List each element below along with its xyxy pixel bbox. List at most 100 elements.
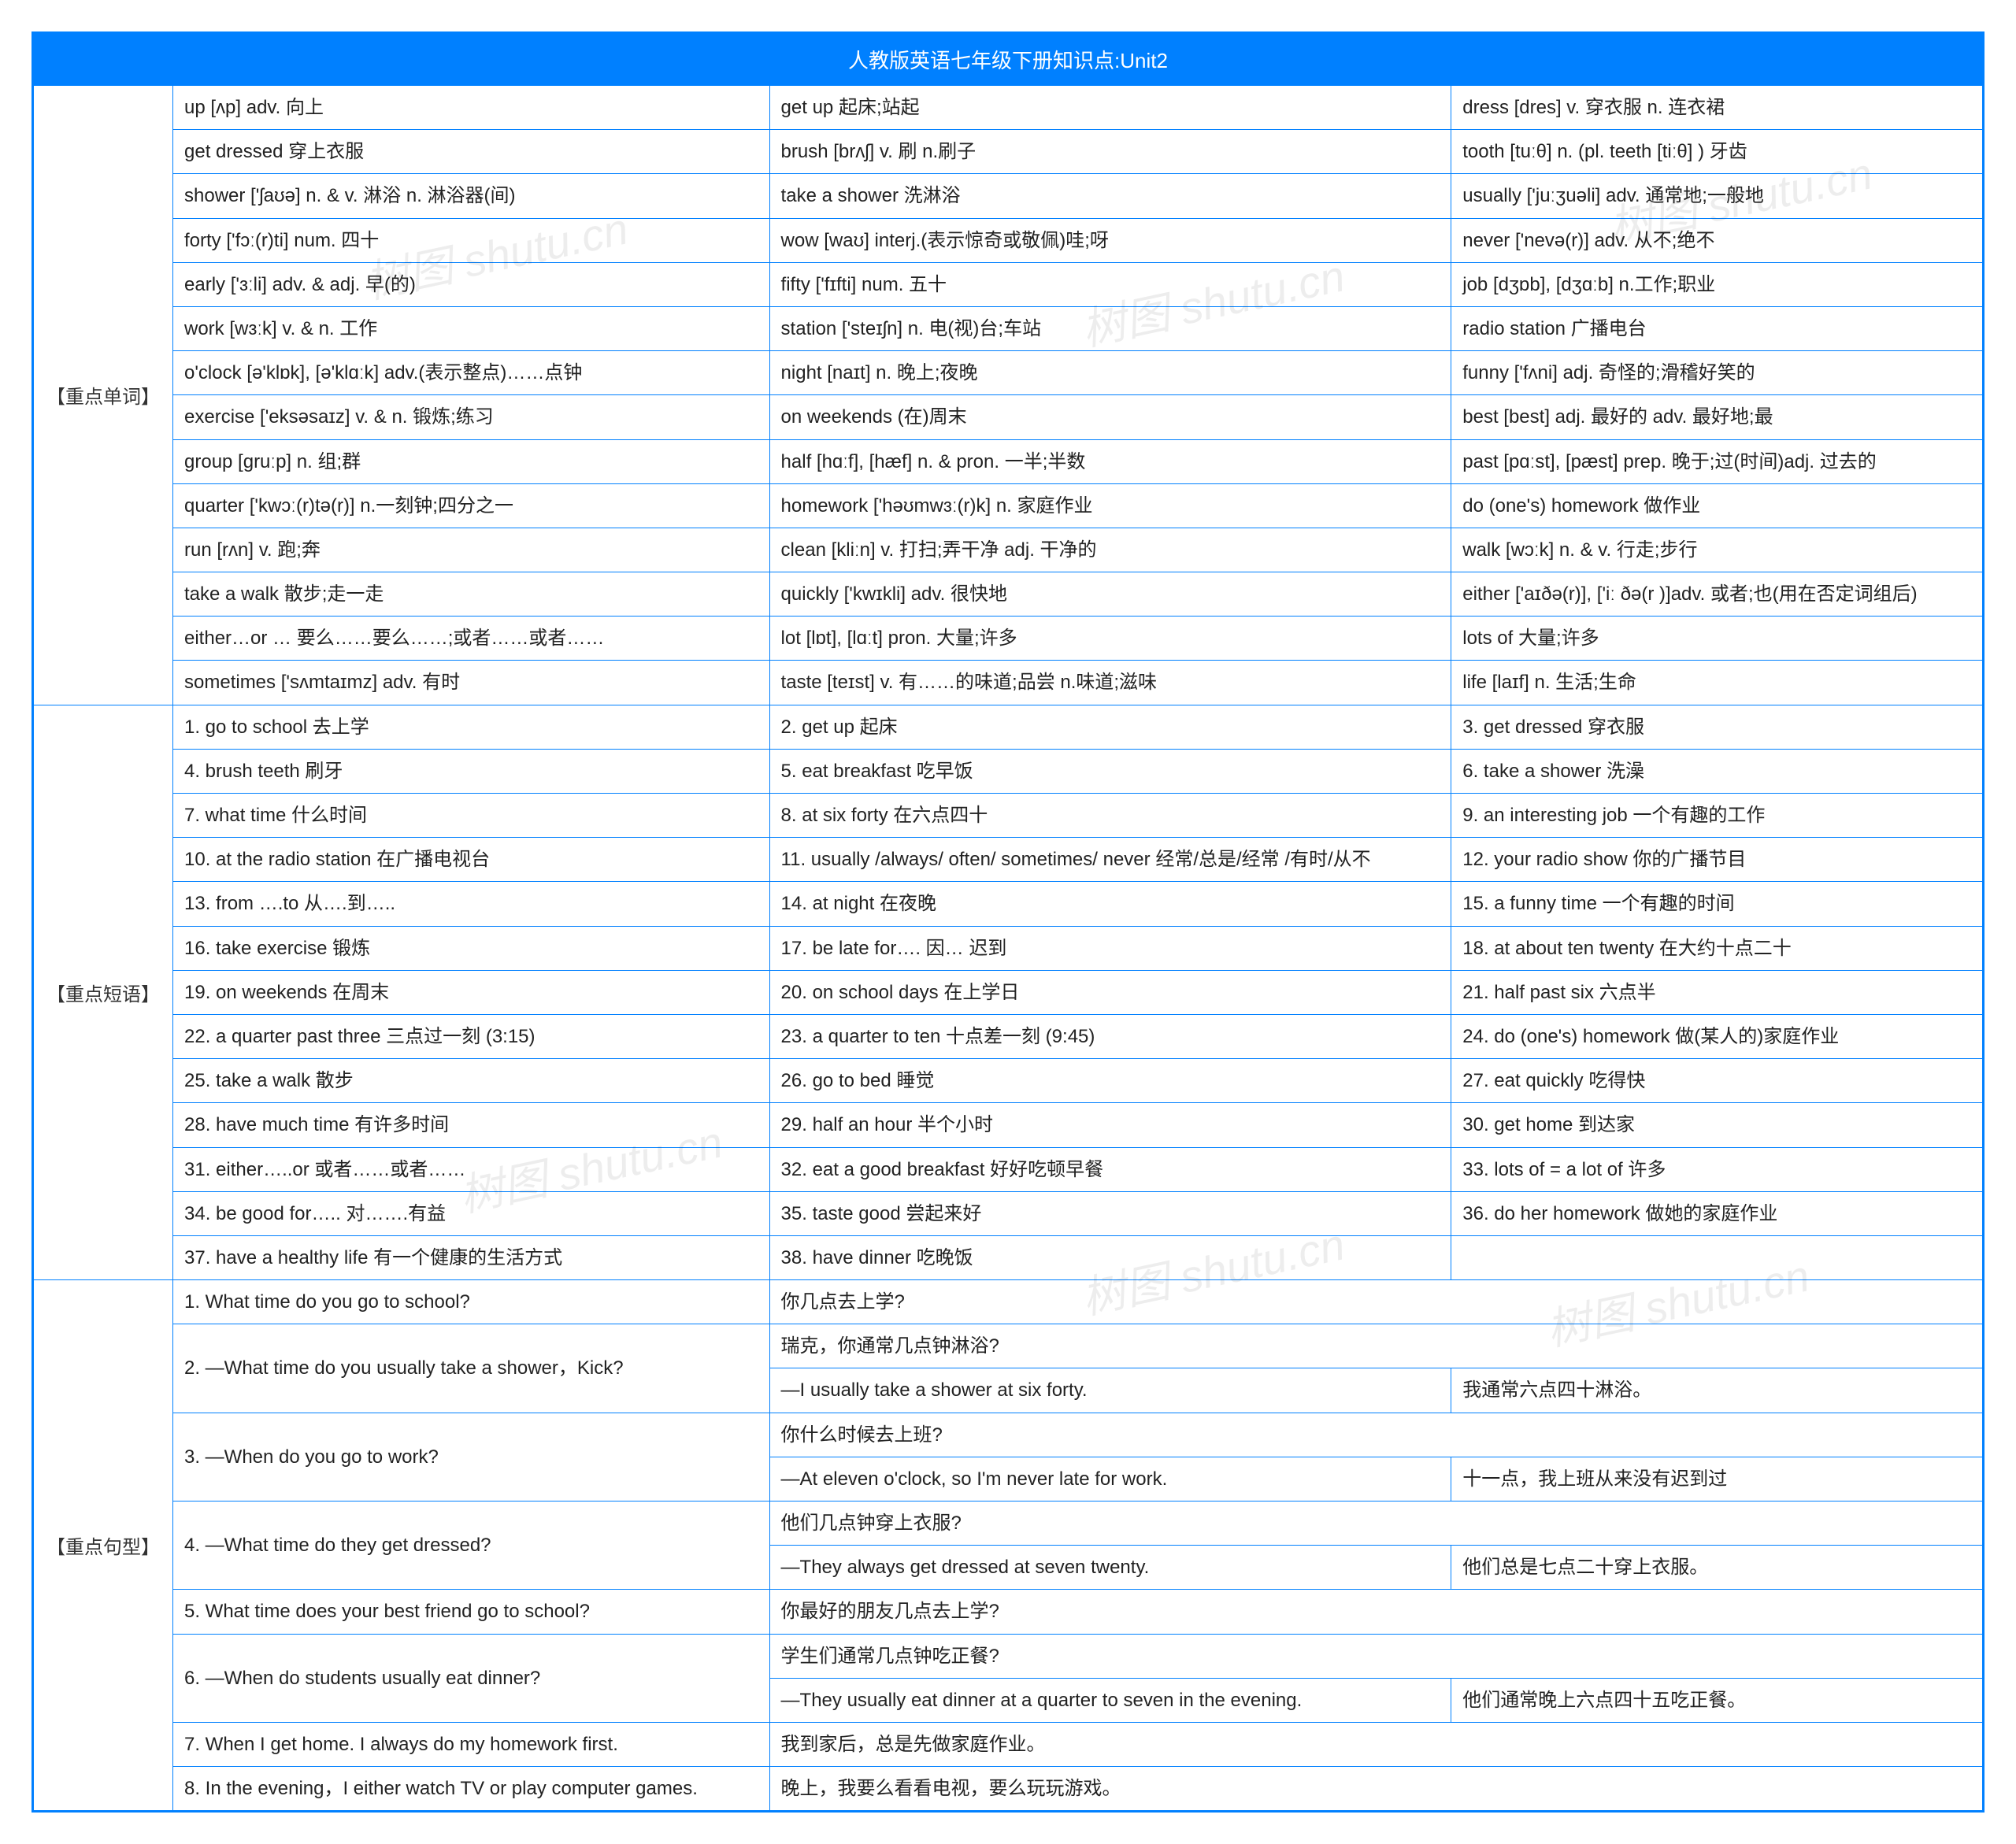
section-label: 【重点短语】 [33, 705, 173, 1279]
content-cell: 17. be late for…. 因… 迟到 [769, 926, 1451, 970]
content-cell: station ['steɪʃn] n. 电(视)台;车站 [769, 306, 1451, 350]
content-cell: take a walk 散步;走一走 [173, 572, 770, 617]
sentence-mid: —I usually take a shower at six forty. [769, 1368, 1451, 1413]
sentence-mid: 你最好的朋友几点去上学? [769, 1590, 1983, 1634]
table-row: 6. —When do students usually eat dinner?… [33, 1634, 1984, 1678]
table-row: 4. —What time do they get dressed?他们几点钟穿… [33, 1501, 1984, 1546]
content-cell: get dressed 穿上衣服 [173, 130, 770, 174]
content-cell: 18. at about ten twenty 在大约十点二十 [1451, 926, 1984, 970]
content-cell: best [best] adj. 最好的 adv. 最好地;最 [1451, 395, 1984, 439]
content-cell: 29. half an hour 半个小时 [769, 1103, 1451, 1147]
sentence-mid: —They always get dressed at seven twenty… [769, 1546, 1451, 1590]
content-cell: 38. have dinner 吃晚饭 [769, 1235, 1451, 1279]
content-cell: 12. your radio show 你的广播节目 [1451, 838, 1984, 882]
table-row: take a walk 散步;走一走quickly ['kwɪkli] adv.… [33, 572, 1984, 617]
content-cell: homework ['həʊmwɜː(r)k] n. 家庭作业 [769, 483, 1451, 528]
content-cell: 31. either…..or 或者……或者…… [173, 1147, 770, 1191]
content-cell: work [wɜːk] v. & n. 工作 [173, 306, 770, 350]
content-cell: 32. eat a good breakfast 好好吃顿早餐 [769, 1147, 1451, 1191]
content-cell: 6. take a shower 洗澡 [1451, 749, 1984, 793]
content-cell: o'clock [ə'klɒk], [ə'klɑːk] adv.(表示整点)……… [173, 351, 770, 395]
title-cell: 人教版英语七年级下册知识点:Unit2 [33, 33, 1984, 86]
content-cell: 28. have much time 有许多时间 [173, 1103, 770, 1147]
content-cell: job [dʒɒb], [dʒɑːb] n.工作;职业 [1451, 262, 1984, 306]
sentence-mid: —They usually eat dinner at a quarter to… [769, 1678, 1451, 1722]
table-row: 5. What time does your best friend go to… [33, 1590, 1984, 1634]
table-row: o'clock [ə'klɒk], [ə'klɑːk] adv.(表示整点)……… [33, 351, 1984, 395]
table-row: sometimes ['sʌmtaɪmz] adv. 有时taste [teɪs… [33, 661, 1984, 705]
table-row: 【重点句型】1. What time do you go to school?你… [33, 1280, 1984, 1324]
table-row: 2. —What time do you usually take a show… [33, 1324, 1984, 1368]
table-row: 28. have much time 有许多时间29. half an hour… [33, 1103, 1984, 1147]
content-cell: 35. taste good 尝起来好 [769, 1191, 1451, 1235]
content-cell: walk [wɔːk] n. & v. 行走;步行 [1451, 528, 1984, 572]
sentence-left: 6. —When do students usually eat dinner? [173, 1634, 770, 1722]
content-cell: 7. what time 什么时间 [173, 794, 770, 838]
content-cell: 14. at night 在夜晚 [769, 882, 1451, 926]
content-cell: 37. have a healthy life 有一个健康的生活方式 [173, 1235, 770, 1279]
content-cell: 13. from ….to 从….到….. [173, 882, 770, 926]
content-cell: either…or … 要么……要么……;或者……或者…… [173, 617, 770, 661]
content-cell: tooth [tuːθ] n. (pl. teeth [tiːθ] ) 牙齿 [1451, 130, 1984, 174]
content-cell: 15. a funny time 一个有趣的时间 [1451, 882, 1984, 926]
content-cell: life [laɪf] n. 生活;生命 [1451, 661, 1984, 705]
sentence-left: 7. When I get home. I always do my homew… [173, 1722, 770, 1766]
content-cell: dress [dres] v. 穿衣服 n. 连衣裙 [1451, 86, 1984, 130]
content-cell: forty ['fɔː(r)ti] num. 四十 [173, 218, 770, 262]
table-row: 34. be good for….. 对…….有益35. taste good … [33, 1191, 1984, 1235]
content-cell: 3. get dressed 穿衣服 [1451, 705, 1984, 749]
content-cell: run [rʌn] v. 跑;奔 [173, 528, 770, 572]
content-cell: 33. lots of = a lot of 许多 [1451, 1147, 1984, 1191]
content-cell: 21. half past six 六点半 [1451, 970, 1984, 1014]
content-cell: shower ['ʃaʊə] n. & v. 淋浴 n. 淋浴器(间) [173, 174, 770, 218]
content-cell: take a shower 洗淋浴 [769, 174, 1451, 218]
content-cell: never ['nevə(r)] adv. 从不;绝不 [1451, 218, 1984, 262]
content-cell: early ['ɜːli] adv. & adj. 早(的) [173, 262, 770, 306]
study-table: 人教版英语七年级下册知识点:Unit2【重点单词】up [ʌp] adv. 向上… [32, 31, 1984, 1813]
content-cell: 30. get home 到达家 [1451, 1103, 1984, 1147]
table-row: 【重点单词】up [ʌp] adv. 向上get up 起床;站起dress [… [33, 86, 1984, 130]
table-row: 16. take exercise 锻炼17. be late for…. 因…… [33, 926, 1984, 970]
table-row: exercise ['eksəsaɪz] v. & n. 锻炼;练习on wee… [33, 395, 1984, 439]
content-cell: funny ['fʌni] adj. 奇怪的;滑稽好笑的 [1451, 351, 1984, 395]
table-row: 25. take a walk 散步26. go to bed 睡觉27. ea… [33, 1059, 1984, 1103]
sentence-mid: 你几点去上学? [769, 1280, 1983, 1324]
content-cell: usually ['juːʒuəli] adv. 通常地;一般地 [1451, 174, 1984, 218]
sentence-mid: —At eleven o'clock, so I'm never late fo… [769, 1457, 1451, 1501]
content-cell: 23. a quarter to ten 十点差一刻 (9:45) [769, 1014, 1451, 1058]
content-cell: 1. go to school 去上学 [173, 705, 770, 749]
content-cell: quickly ['kwɪkli] adv. 很快地 [769, 572, 1451, 617]
content-cell: 24. do (one's) homework 做(某人的)家庭作业 [1451, 1014, 1984, 1058]
sentence-left: 1. What time do you go to school? [173, 1280, 770, 1324]
sentence-right: 他们通常晚上六点四十五吃正餐。 [1451, 1678, 1984, 1722]
sentence-left: 5. What time does your best friend go to… [173, 1590, 770, 1634]
content-cell: lots of 大量;许多 [1451, 617, 1984, 661]
content-cell: 11. usually /always/ often/ sometimes/ n… [769, 838, 1451, 882]
content-cell: 16. take exercise 锻炼 [173, 926, 770, 970]
table-row: 4. brush teeth 刷牙5. eat breakfast 吃早饭6. … [33, 749, 1984, 793]
table-row: 10. at the radio station 在广播电视台11. usual… [33, 838, 1984, 882]
content-cell: 10. at the radio station 在广播电视台 [173, 838, 770, 882]
sentence-mid: 学生们通常几点钟吃正餐? [769, 1634, 1983, 1678]
sentence-mid: 你什么时候去上班? [769, 1413, 1983, 1457]
table-row: quarter ['kwɔː(r)tə(r)] n.一刻钟;四分之一homewo… [33, 483, 1984, 528]
content-cell: lot [lɒt], [lɑːt] pron. 大量;许多 [769, 617, 1451, 661]
table-row: 19. on weekends 在周末20. on school days 在上… [33, 970, 1984, 1014]
table-row: 8. In the evening，I either watch TV or p… [33, 1767, 1984, 1812]
sentence-left: 4. —What time do they get dressed? [173, 1501, 770, 1590]
table-row: 【重点短语】1. go to school 去上学2. get up 起床3. … [33, 705, 1984, 749]
section-label: 【重点单词】 [33, 86, 173, 705]
sentence-left: 3. —When do you go to work? [173, 1413, 770, 1501]
sentence-mid: 瑞克，你通常几点钟淋浴? [769, 1324, 1983, 1368]
content-cell: up [ʌp] adv. 向上 [173, 86, 770, 130]
content-cell: 27. eat quickly 吃得快 [1451, 1059, 1984, 1103]
sentence-mid: 我到家后，总是先做家庭作业。 [769, 1722, 1983, 1766]
table-row: 3. —When do you go to work?你什么时候去上班? [33, 1413, 1984, 1457]
table-row: early ['ɜːli] adv. & adj. 早(的)fifty ['fɪ… [33, 262, 1984, 306]
sentence-right: 十一点，我上班从来没有迟到过 [1451, 1457, 1984, 1501]
content-cell: radio station 广播电台 [1451, 306, 1984, 350]
sentence-mid: 他们几点钟穿上衣服? [769, 1501, 1983, 1546]
table-row: 7. what time 什么时间8. at six forty 在六点四十9.… [33, 794, 1984, 838]
content-cell: exercise ['eksəsaɪz] v. & n. 锻炼;练习 [173, 395, 770, 439]
sentence-left: 2. —What time do you usually take a show… [173, 1324, 770, 1413]
